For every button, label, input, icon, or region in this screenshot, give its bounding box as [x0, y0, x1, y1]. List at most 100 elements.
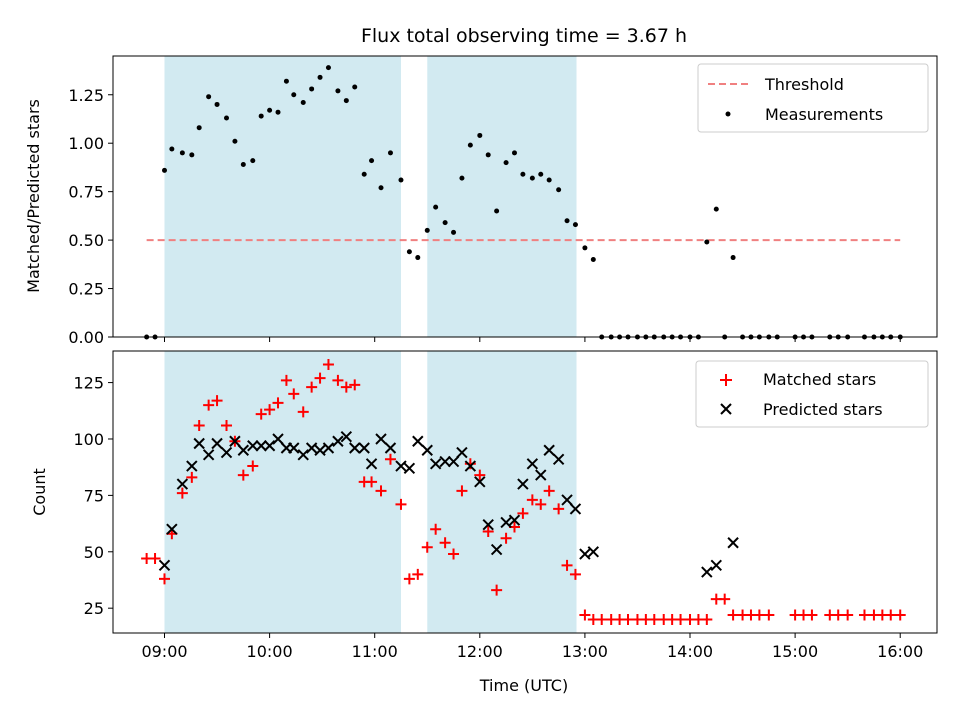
predicted-star-point: [535, 469, 547, 481]
predicted-star-point: [166, 523, 178, 535]
predicted-star-point: [255, 440, 267, 452]
matched-star-point: [500, 532, 512, 544]
x-tick-label: 12:00: [457, 642, 503, 661]
bottom-y-tick-label: 100: [73, 430, 104, 449]
bottom-legend-box: [695, 360, 929, 428]
matched-star-point: [186, 471, 198, 483]
legend-matched-label: Matched stars: [763, 370, 876, 389]
measurement-point: [361, 171, 367, 177]
predicted-star-point: [247, 440, 259, 452]
matched-star-point: [366, 476, 378, 488]
predicted-star-point: [579, 548, 591, 560]
predicted-star-point: [305, 442, 318, 454]
legend-threshold-label: Threshold: [764, 75, 844, 94]
predicted-star-point: [710, 559, 722, 572]
predicted-star-point: [587, 546, 600, 558]
bottom-legend: Matched stars Predicted stars: [695, 360, 929, 428]
measurement-point: [538, 171, 544, 177]
measurement-point: [415, 255, 421, 261]
matched-star-point: [375, 485, 387, 497]
predicted-star-point: [526, 458, 539, 470]
matched-star-point: [340, 381, 352, 393]
measurement-point: [369, 158, 375, 164]
measurement-point: [250, 158, 256, 164]
matched-star-point: [159, 573, 170, 585]
measurement-point: [169, 146, 175, 152]
predicted-star-point: [297, 449, 309, 461]
matched-star-point: [806, 609, 818, 621]
predicted-star-point: [288, 442, 300, 454]
bottom-y-tick-label: 50: [84, 543, 104, 562]
matched-star-point: [430, 523, 442, 535]
predicted-star-point: [263, 440, 276, 452]
bottom-shaded-interval: [427, 351, 577, 633]
matched-star-point: [412, 568, 424, 580]
matched-star-point: [255, 408, 267, 420]
predicted-star-point: [158, 559, 171, 572]
bottom-y-tick-label: 25: [84, 599, 104, 618]
matched-star-point: [247, 460, 259, 472]
matched-star-point: [176, 487, 188, 499]
matched-star-point: [622, 613, 634, 625]
matched-star-point: [306, 381, 318, 393]
matched-star-point: [596, 613, 608, 625]
measurement-point: [494, 208, 500, 214]
predicted-star-point: [186, 460, 198, 472]
measurement-point: [451, 229, 457, 235]
measurement-point: [704, 239, 710, 245]
matched-star-point: [384, 453, 396, 465]
predicted-star-point: [464, 460, 477, 472]
predicted-star-point: [322, 442, 335, 454]
predicted-star-point: [447, 455, 460, 468]
measurement-point: [291, 92, 297, 98]
predicted-star-point: [543, 444, 555, 456]
measurement-point: [343, 98, 349, 104]
top-y-tick-label: 0.00: [68, 328, 104, 347]
measurement-point: [258, 113, 264, 119]
matched-star-point: [332, 374, 344, 386]
predicted-star-point: [508, 514, 521, 526]
measurement-point: [730, 255, 736, 261]
predicted-star-point: [421, 444, 433, 456]
measurement-point: [162, 167, 167, 173]
legend-matched-swatch: [720, 374, 732, 386]
measurement-point: [529, 175, 535, 181]
predicted-star-point: [412, 435, 424, 447]
measurement-point: [300, 100, 306, 106]
measurement-point: [335, 88, 341, 94]
bottom-panel-frame: [112, 350, 938, 634]
predicted-star-point: [456, 446, 468, 459]
measurement-point: [467, 142, 473, 148]
measurement-point: [477, 132, 483, 138]
matched-star-point: [569, 568, 581, 580]
measurement-point: [406, 249, 412, 255]
predicted-star-point: [474, 476, 486, 488]
matched-star-point: [297, 406, 309, 418]
matched-star-point: [858, 609, 870, 621]
measurement-point: [511, 150, 517, 156]
measurement-point: [378, 185, 384, 191]
measurement-point: [232, 138, 238, 144]
matched-star-point: [675, 613, 687, 625]
predicted-star-point: [375, 433, 387, 445]
predicted-star-point: [552, 453, 565, 465]
matched-star-point: [474, 469, 486, 481]
matched-star-point: [349, 379, 361, 391]
matched-star-point: [517, 507, 529, 519]
measurement-point: [387, 150, 393, 156]
measurement-point: [572, 222, 578, 228]
matched-star-point: [535, 498, 547, 510]
predicted-star-point: [365, 458, 378, 470]
bottom-y-tick-label: 125: [73, 374, 104, 393]
measurement-point: [564, 218, 570, 224]
matched-star-point: [421, 541, 433, 553]
predicted-star-point: [220, 446, 233, 459]
top-panel: 0.00 0.25 0.50 0.75 1.00 1.25 Matched/Predict…: [24, 55, 938, 347]
measurement-point: [189, 152, 195, 158]
predicted-star-point: [429, 458, 442, 470]
predicted-star-point: [211, 437, 223, 450]
measurement-point: [590, 256, 596, 262]
matched-star-point: [727, 609, 739, 621]
measurement-point: [546, 177, 552, 183]
